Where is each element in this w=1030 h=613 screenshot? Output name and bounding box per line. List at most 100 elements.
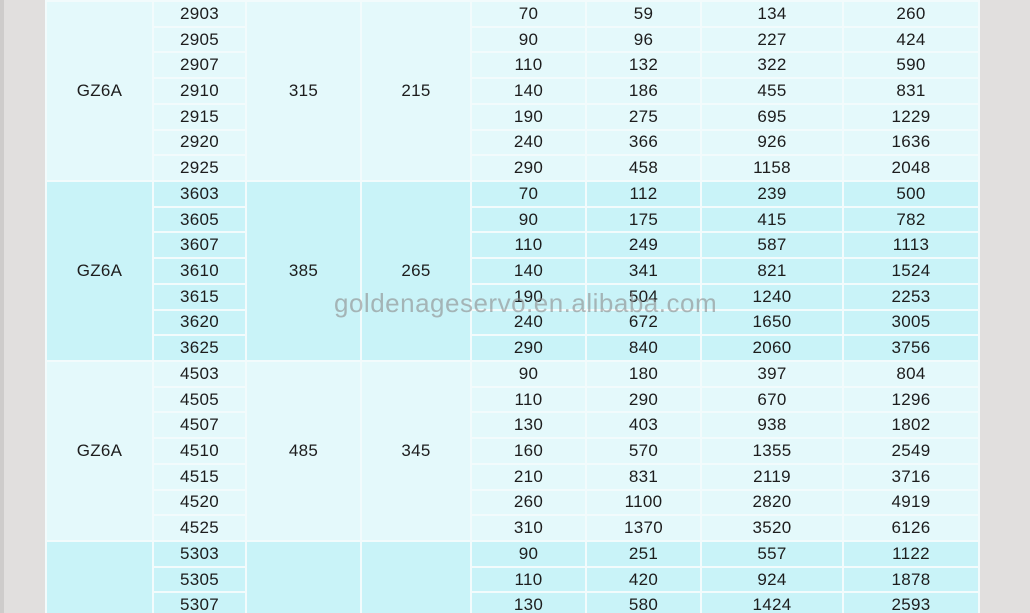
model-cell: 2905 — [154, 27, 247, 54]
spec-value-cell: 504 — [587, 284, 702, 311]
model-cell: 4520 — [154, 490, 247, 517]
model-cell: 3610 — [154, 259, 247, 285]
spec-value-cell: 70 — [472, 182, 587, 208]
spec-value-cell: 130 — [472, 593, 587, 613]
spec-value-cell: 290 — [587, 387, 702, 414]
model-cell: 3607 — [154, 233, 247, 260]
spec-value-cell: 90 — [472, 207, 587, 234]
model-cell: 2925 — [154, 156, 247, 182]
spec-table: GZ6A 315 215 2903 70 59 134 260 2905 90 96 227 424 29… — [45, 0, 980, 613]
model-cell: 4515 — [154, 464, 247, 491]
spec-value-cell: 290 — [472, 156, 587, 182]
spec-value-cell: 672 — [587, 310, 702, 337]
spec-value-cell: 110 — [472, 53, 587, 80]
spec-value-cell: 3520 — [702, 516, 844, 542]
model-cell: 5307 — [154, 593, 247, 613]
model-cell: 2910 — [154, 79, 247, 105]
spec-value-cell: 190 — [472, 104, 587, 131]
spec-value-cell: 112 — [587, 182, 702, 208]
model-cell: 5303 — [154, 542, 247, 568]
spec-value-cell: 275 — [587, 104, 702, 131]
spec-value-cell: 322 — [702, 53, 844, 80]
spec-value-cell: 90 — [472, 27, 587, 54]
spec-value-cell: 90 — [472, 542, 587, 568]
spec-value-cell: 132 — [587, 53, 702, 80]
model-cell: 4507 — [154, 413, 247, 440]
model-cell: 4510 — [154, 439, 247, 465]
family-cell: GZ6A — [47, 182, 154, 362]
shared-value-cell — [362, 542, 472, 613]
spec-value-cell: 1636 — [844, 130, 980, 157]
model-cell: 2920 — [154, 130, 247, 157]
spec-value-cell: 831 — [844, 79, 980, 105]
spec-value-cell: 260 — [472, 490, 587, 517]
spec-value-cell: 2549 — [844, 439, 980, 465]
spec-value-cell: 695 — [702, 104, 844, 131]
spec-value-cell: 110 — [472, 567, 587, 594]
model-cell: 3615 — [154, 284, 247, 311]
spec-value-cell: 1296 — [844, 387, 980, 414]
family-cell — [47, 542, 154, 613]
spec-value-cell: 190 — [472, 284, 587, 311]
spec-value-cell: 210 — [472, 464, 587, 491]
shared-value-cell: 265 — [362, 182, 472, 362]
spec-value-cell: 580 — [587, 593, 702, 613]
spec-value-cell: 240 — [472, 130, 587, 157]
spec-value-cell: 397 — [702, 362, 844, 388]
spec-value-cell: 1802 — [844, 413, 980, 440]
left-edge-strip — [0, 0, 4, 613]
spec-value-cell: 2593 — [844, 593, 980, 613]
model-cell: 3625 — [154, 336, 247, 362]
spec-value-cell: 1240 — [702, 284, 844, 311]
shared-value-cell: 215 — [362, 2, 472, 182]
spec-value-cell: 924 — [702, 567, 844, 594]
spec-group: GZ6A 385 265 3603 70 112 239 500 3605 90 175 415 782… — [47, 182, 980, 362]
spec-value-cell: 1355 — [702, 439, 844, 465]
spec-value-cell: 1878 — [844, 567, 980, 594]
spec-value-cell: 240 — [472, 310, 587, 337]
spec-value-cell: 1424 — [702, 593, 844, 613]
spec-value-cell: 70 — [472, 2, 587, 28]
spec-group: GZ6A 485 345 4503 90 180 397 804 4505 110 290 670 12… — [47, 362, 980, 542]
spec-value-cell: 804 — [844, 362, 980, 388]
spec-value-cell: 96 — [587, 27, 702, 54]
model-cell: 4525 — [154, 516, 247, 542]
shared-value-cell — [247, 542, 362, 613]
spec-value-cell: 1229 — [844, 104, 980, 131]
spec-value-cell: 587 — [702, 233, 844, 260]
spec-value-cell: 6126 — [844, 516, 980, 542]
spec-value-cell: 59 — [587, 2, 702, 28]
spec-value-cell: 938 — [702, 413, 844, 440]
shared-value-cell: 485 — [247, 362, 362, 542]
model-cell: 3605 — [154, 207, 247, 234]
spec-value-cell: 1158 — [702, 156, 844, 182]
spec-value-cell: 180 — [587, 362, 702, 388]
spec-value-cell: 2820 — [702, 490, 844, 517]
model-cell: 3603 — [154, 182, 247, 208]
spec-value-cell: 1650 — [702, 310, 844, 337]
spec-value-cell: 831 — [587, 464, 702, 491]
spec-group: 5303 90 251 557 1122 5305 110 420 924 1878 5307 130… — [47, 542, 980, 613]
spec-value-cell: 840 — [587, 336, 702, 362]
model-cell: 5305 — [154, 567, 247, 594]
spec-value-cell: 1113 — [844, 233, 980, 260]
spec-value-cell: 458 — [587, 156, 702, 182]
spec-value-cell: 175 — [587, 207, 702, 234]
spec-value-cell: 4919 — [844, 490, 980, 517]
spec-value-cell: 670 — [702, 387, 844, 414]
spec-value-cell: 557 — [702, 542, 844, 568]
spec-value-cell: 1370 — [587, 516, 702, 542]
spec-value-cell: 3005 — [844, 310, 980, 337]
model-cell: 2903 — [154, 2, 247, 28]
spec-value-cell: 3756 — [844, 336, 980, 362]
shared-value-cell: 385 — [247, 182, 362, 362]
spec-value-cell: 2060 — [702, 336, 844, 362]
spec-value-cell: 2253 — [844, 284, 980, 311]
spec-value-cell: 1122 — [844, 542, 980, 568]
spec-value-cell: 110 — [472, 387, 587, 414]
spec-value-cell: 570 — [587, 439, 702, 465]
spec-value-cell: 110 — [472, 233, 587, 260]
spec-value-cell: 260 — [844, 2, 980, 28]
spec-value-cell: 3716 — [844, 464, 980, 491]
